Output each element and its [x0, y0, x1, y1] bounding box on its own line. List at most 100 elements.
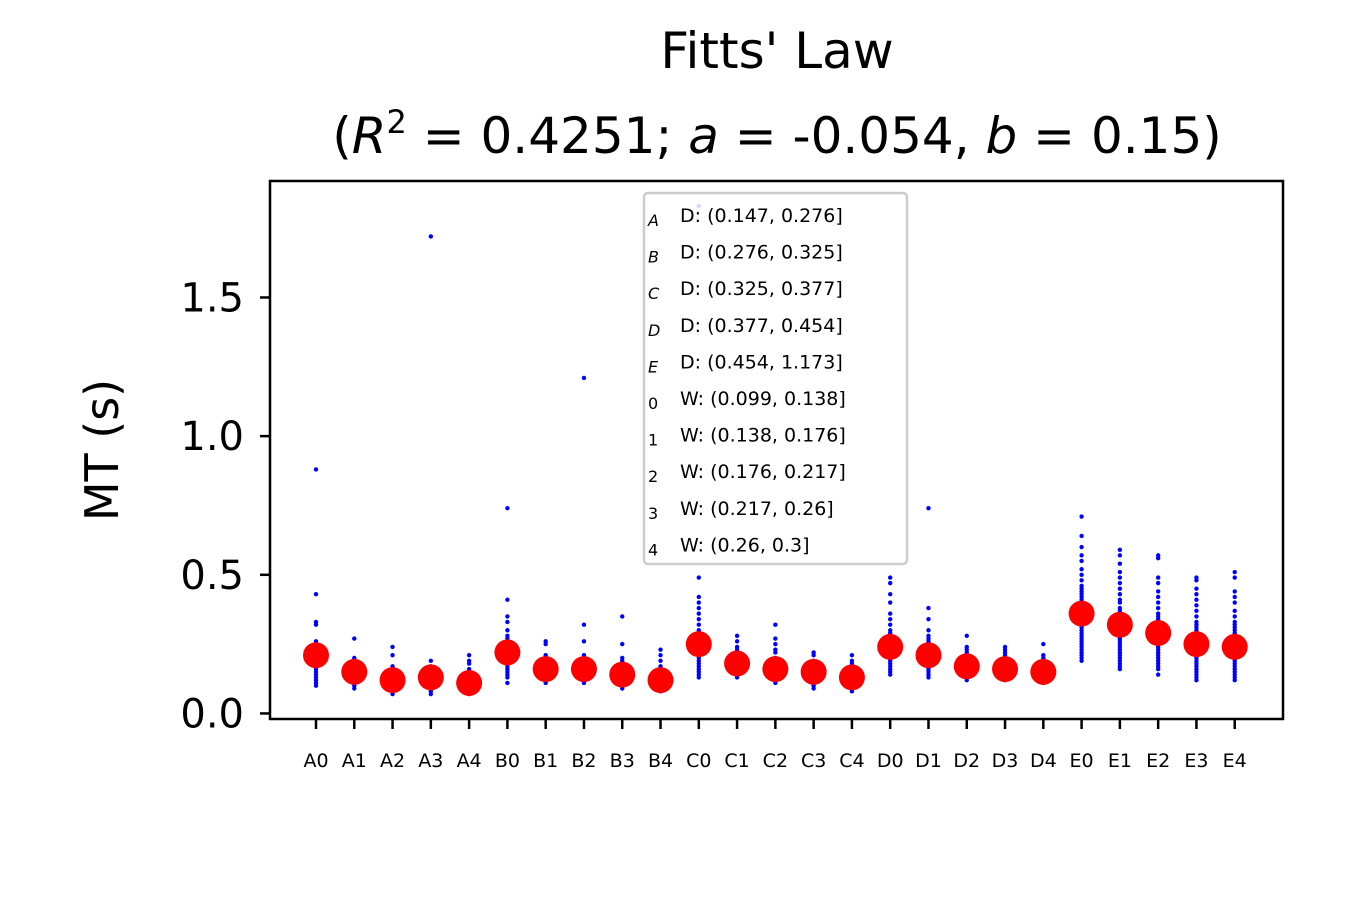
trial-point	[505, 614, 510, 619]
mean-marker	[1068, 600, 1095, 627]
trial-point	[1079, 578, 1084, 583]
trial-point	[888, 672, 893, 677]
trial-point	[696, 594, 701, 600]
mean-marker	[1145, 620, 1172, 647]
trial-point	[811, 653, 816, 658]
x-axis-ticks: A0 A1 A2 A3 A4 B0 B1 B2 B3 B4 C0 C1 C2 C3 C4 D0 D1 D2 D3 D4…	[303, 719, 1247, 772]
trial-point	[505, 597, 510, 602]
legend-marker: B	[648, 248, 659, 267]
trial-point	[773, 622, 778, 627]
trial-point	[926, 616, 931, 622]
trial-point	[1232, 589, 1237, 594]
trial-point	[1194, 603, 1199, 608]
legend-label: W: (0.176, 0.217]	[680, 461, 846, 483]
trial-point	[620, 641, 625, 647]
x-tick-label: B1	[533, 750, 558, 772]
trial-point	[964, 633, 969, 639]
trial-point	[1232, 569, 1237, 575]
mean-marker	[877, 633, 904, 660]
trial-point	[1194, 592, 1199, 597]
legend-label: D: (0.454, 1.173]	[680, 351, 843, 373]
trial-point	[888, 600, 893, 605]
trial-point	[658, 647, 663, 652]
y-tick-label: 0.0	[180, 691, 244, 737]
x-tick-label: D4	[1030, 750, 1057, 772]
trial-point	[505, 619, 510, 625]
trial-point	[1079, 658, 1084, 663]
legend-marker: 4	[648, 540, 658, 559]
trial-point	[1079, 514, 1084, 519]
subtitle-eq3: =	[1017, 107, 1091, 165]
subtitle-b-value: 0.15	[1091, 107, 1202, 165]
mean-marker	[303, 642, 329, 669]
trial-point	[1079, 533, 1084, 539]
mean-marker	[647, 667, 674, 694]
x-tick-label: C2	[763, 750, 788, 772]
trial-point	[466, 661, 472, 666]
x-tick-label: A0	[303, 750, 328, 772]
trial-point	[1117, 561, 1123, 566]
subtitle-a-value: -0.054	[793, 107, 954, 165]
trial-point	[505, 628, 510, 633]
trial-point	[1194, 608, 1199, 614]
trial-point	[696, 675, 701, 680]
trial-point	[1194, 597, 1199, 602]
mean-marker	[992, 656, 1019, 683]
mean-marker	[800, 658, 827, 685]
trial-point	[313, 467, 319, 472]
trial-point	[1232, 614, 1237, 619]
trial-point	[696, 622, 701, 627]
mean-marker	[379, 667, 406, 694]
trial-point	[1232, 600, 1237, 605]
mean-marker	[1183, 631, 1210, 658]
trial-point	[926, 628, 931, 633]
y-tick-label: 1.5	[180, 275, 244, 321]
legend-box	[642, 191, 909, 566]
trial-point	[888, 580, 893, 586]
trial-point	[1079, 544, 1084, 550]
trial-point	[1117, 666, 1123, 672]
trial-point	[888, 611, 893, 616]
legend-label: W: (0.217, 0.26]	[680, 498, 834, 520]
x-tick-label: D0	[877, 750, 904, 772]
trial-point	[658, 653, 663, 658]
legend-marker: A	[647, 211, 659, 230]
trial-point	[1155, 589, 1161, 594]
legend-label: D: (0.147, 0.276]	[680, 205, 843, 227]
x-tick-label: A1	[342, 750, 367, 772]
trial-point	[1155, 555, 1161, 561]
trial-point	[466, 653, 472, 658]
legend-marker: 1	[648, 431, 658, 450]
legend-entries: A D: (0.147, 0.276] B D: (0.276, 0.325] C D: …	[647, 205, 846, 559]
trial-point	[888, 592, 893, 597]
trial-point	[1232, 594, 1237, 600]
trial-point	[1194, 578, 1199, 583]
mean-marker	[456, 669, 483, 696]
mean-marker	[532, 656, 559, 683]
mean-marker	[953, 653, 980, 680]
x-tick-label: C4	[839, 750, 864, 772]
trial-point	[1232, 608, 1237, 614]
trial-point	[773, 641, 778, 647]
trial-point	[543, 641, 548, 647]
subtitle-sep1: ;	[655, 107, 688, 165]
x-tick-label: D3	[992, 750, 1019, 772]
x-tick-label: A3	[418, 750, 443, 772]
x-tick-label: E2	[1146, 750, 1170, 772]
legend-label: D: (0.276, 0.325]	[680, 242, 843, 264]
mean-marker	[494, 639, 521, 666]
x-tick-label: D1	[915, 750, 942, 772]
mean-marker	[685, 631, 712, 658]
legend-label: W: (0.099, 0.138]	[680, 388, 846, 410]
x-tick-label: E1	[1108, 750, 1132, 772]
legend-marker: E	[648, 357, 659, 376]
trial-point	[1117, 592, 1123, 597]
trial-point	[1155, 672, 1161, 677]
trial-point	[849, 653, 855, 658]
mean-marker	[570, 656, 597, 683]
legend-marker: C	[648, 284, 660, 303]
subtitle-a-symbol: a	[688, 107, 719, 165]
trial-point	[696, 611, 701, 616]
trial-point	[1117, 600, 1123, 605]
